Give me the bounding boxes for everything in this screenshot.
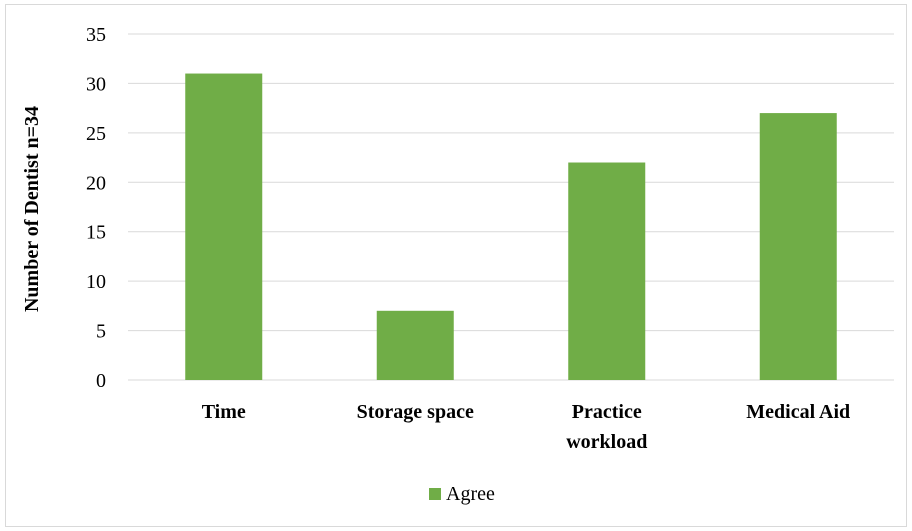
y-axis-label: Number of Dentist n=34 xyxy=(21,106,43,312)
y-tick-labels: 0 5 10 15 20 25 30 35 xyxy=(86,24,106,392)
bar-0 xyxy=(185,73,263,381)
y-tick-label: 10 xyxy=(86,271,106,293)
x-category-label-line: workload xyxy=(566,431,647,453)
x-category-label-line: Practice xyxy=(572,401,642,423)
y-tick-label: 30 xyxy=(86,73,106,95)
y-tick-label: 5 xyxy=(96,321,106,343)
x-category-label: Medical Aid xyxy=(746,401,850,423)
y-tick-label: 15 xyxy=(86,222,106,244)
bar-2 xyxy=(568,162,646,380)
chart-frame xyxy=(5,4,907,527)
y-tick-label: 35 xyxy=(86,24,106,46)
legend-swatch-agree xyxy=(429,488,441,500)
bar-1 xyxy=(376,310,454,380)
x-category-labels: Time Storage space Practice workload Medical… xyxy=(202,401,850,453)
x-category-label: Time xyxy=(202,401,246,423)
x-category-label: Storage space xyxy=(357,401,474,423)
legend: Agree xyxy=(429,483,495,505)
x-category-label-line: Storage space xyxy=(357,401,474,423)
legend-label-agree: Agree xyxy=(446,483,495,505)
bar-3 xyxy=(759,113,837,380)
x-category-label-line: Time xyxy=(202,401,246,423)
bars xyxy=(185,73,837,381)
y-tick-label: 20 xyxy=(86,172,106,194)
y-tick-label: 25 xyxy=(86,123,106,145)
x-category-label: Practice workload xyxy=(566,401,647,453)
y-tick-label: 0 xyxy=(96,370,106,392)
x-category-label-line: Medical Aid xyxy=(746,401,850,423)
